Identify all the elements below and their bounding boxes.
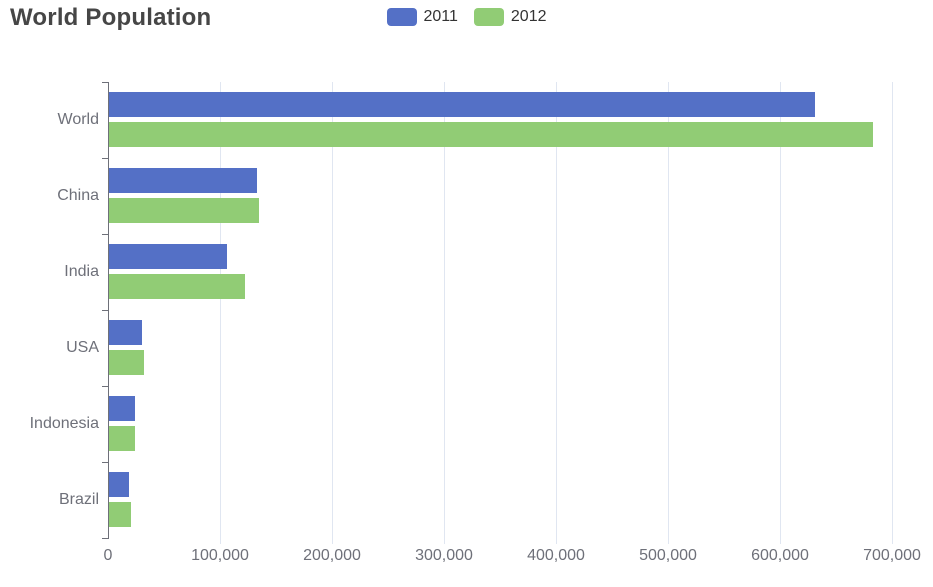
gridline <box>332 82 333 538</box>
x-axis-tick <box>332 538 333 544</box>
x-axis-tick <box>780 538 781 544</box>
bar-india-2011[interactable] <box>109 244 227 269</box>
y-axis-tick <box>102 158 108 159</box>
category-label-india: India <box>64 263 99 280</box>
y-axis-tick <box>102 82 108 83</box>
x-axis-tick <box>668 538 669 544</box>
x-axis-label: 500,000 <box>639 547 697 564</box>
chart-title: World Population <box>10 4 212 31</box>
x-axis-label: 400,000 <box>527 547 585 564</box>
category-label-china: China <box>57 187 99 204</box>
x-axis-tick <box>556 538 557 544</box>
x-axis-label: 200,000 <box>303 547 361 564</box>
x-axis-tick <box>220 538 221 544</box>
bar-brazil-2011[interactable] <box>109 472 130 497</box>
bar-china-2011[interactable] <box>109 168 257 193</box>
y-axis-tick <box>102 386 108 387</box>
legend-swatch-2011-icon <box>386 8 417 26</box>
gridline <box>444 82 445 538</box>
gridline <box>556 82 557 538</box>
legend-item-2012[interactable]: 2012 <box>473 8 547 26</box>
bar-world-2011[interactable] <box>109 92 815 117</box>
gridline <box>780 82 781 538</box>
category-label-usa: USA <box>66 339 99 356</box>
x-axis-label: 700,000 <box>863 547 921 564</box>
x-axis-label: 0 <box>103 547 113 564</box>
legend-label-2011: 2011 <box>423 8 458 25</box>
bar-usa-2012[interactable] <box>109 350 144 375</box>
y-axis-line <box>108 82 109 539</box>
y-axis-tick <box>102 538 108 539</box>
x-axis-label: 100,000 <box>191 547 249 564</box>
bar-indonesia-2011[interactable] <box>109 396 136 421</box>
x-axis-label: 600,000 <box>751 547 809 564</box>
x-axis-tick <box>892 538 893 544</box>
bar-india-2012[interactable] <box>109 274 246 299</box>
legend: 2011 2012 <box>386 8 547 26</box>
category-label-world: World <box>57 111 100 128</box>
x-axis-label: 300,000 <box>415 547 473 564</box>
bar-china-2012[interactable] <box>109 198 260 223</box>
y-axis-tick <box>102 310 108 311</box>
y-axis-tick <box>102 462 108 463</box>
category-label-indonesia: Indonesia <box>29 415 99 432</box>
legend-swatch-2012-icon <box>473 8 504 26</box>
gridline <box>892 82 893 538</box>
y-axis-tick <box>102 234 108 235</box>
bar-world-2012[interactable] <box>109 122 873 147</box>
legend-label-2012: 2012 <box>510 8 547 25</box>
category-label-brazil: Brazil <box>58 491 99 508</box>
gridline <box>220 82 221 538</box>
bar-indonesia-2012[interactable] <box>109 426 136 451</box>
bar-brazil-2012[interactable] <box>109 502 131 527</box>
bar-usa-2011[interactable] <box>109 320 142 345</box>
x-axis-tick <box>444 538 445 544</box>
legend-item-2011[interactable]: 2011 <box>386 8 458 26</box>
gridline <box>668 82 669 538</box>
